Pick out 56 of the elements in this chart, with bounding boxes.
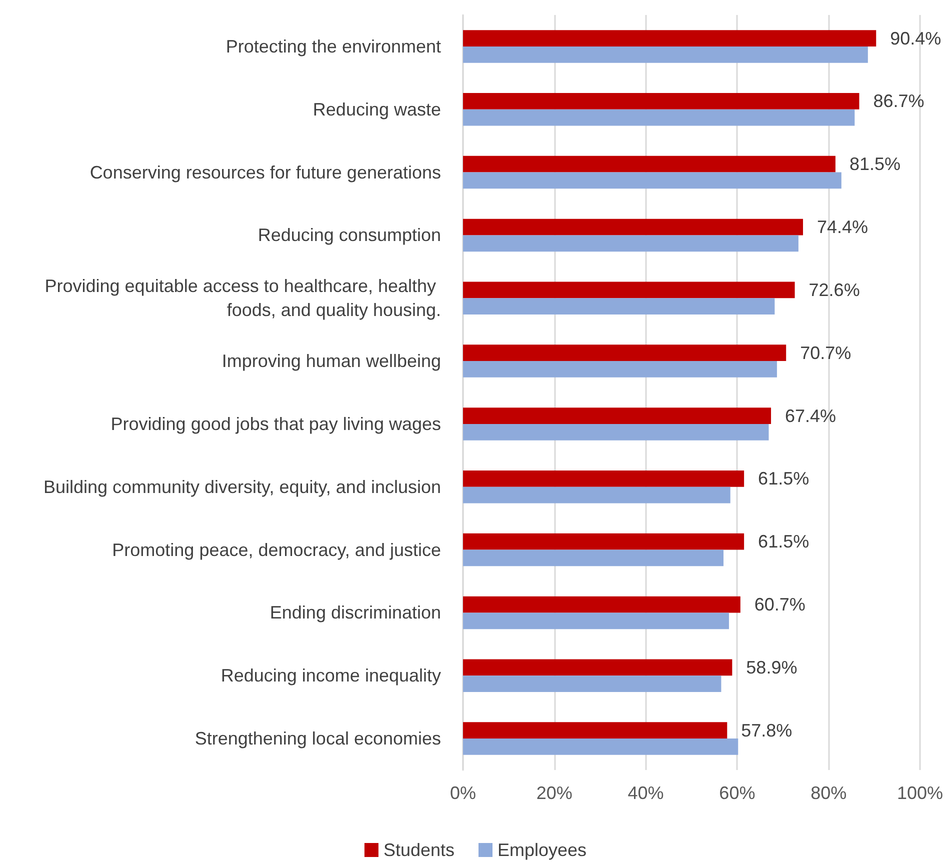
bar: [463, 344, 786, 362]
data-label: 74.4%: [817, 217, 868, 238]
y-tick-label: Reducing consumption: [258, 225, 441, 246]
y-tick-label: Strengthening local economies: [194, 728, 441, 749]
bar: [463, 361, 777, 378]
data-label: 72.6%: [808, 280, 860, 300]
x-tick-label: 20%: [536, 783, 572, 803]
bar: [463, 235, 798, 252]
bar: [463, 738, 738, 755]
y-tick-label: Providing good jobs that pay living wages: [110, 414, 441, 434]
bar: [463, 676, 722, 692]
bar: [463, 172, 842, 189]
bar: [463, 533, 744, 550]
data-label: 81.5%: [849, 154, 900, 174]
y-tick-label: Improving human wellbeing: [222, 351, 441, 372]
bar: [463, 156, 836, 172]
x-tick-label: 60%: [719, 783, 756, 803]
x-tick-label: 80%: [810, 783, 847, 803]
bar: [463, 550, 724, 566]
data-label: 61.5%: [758, 532, 810, 552]
bar: [463, 218, 804, 236]
y-tick-label: Reducing income inequality: [220, 666, 441, 686]
bar: [463, 659, 732, 676]
bar: [463, 298, 775, 314]
y-tick-label: Ending discrimination: [270, 602, 441, 623]
bar: [463, 470, 744, 487]
bar: [463, 46, 868, 63]
data-label: 70.7%: [800, 342, 852, 363]
bar: [463, 486, 730, 504]
data-label: 60.7%: [754, 594, 806, 615]
bar: [463, 30, 876, 46]
y-tick-label: Protecting the environment: [226, 36, 441, 56]
data-label: 57.8%: [741, 720, 792, 740]
legend-label: Students: [383, 840, 455, 860]
x-tick-label: 100%: [896, 783, 944, 803]
bar: [463, 408, 772, 424]
y-tick-label: Conserving resources for future generations: [90, 162, 441, 182]
y-tick-label: Reducing waste: [312, 99, 441, 120]
data-label: 67.4%: [785, 406, 836, 426]
bar: [463, 722, 728, 739]
y-tick-label: Providing equitable access to healthcare, healthy foods, and quality housing.: [44, 276, 441, 320]
bar: [463, 612, 729, 630]
bar: [463, 109, 855, 126]
x-tick-label: 0%: [450, 783, 476, 803]
bar: [463, 93, 860, 110]
data-label: 58.9%: [746, 657, 798, 678]
y-tick-label: Promoting peace, democracy, and justice: [112, 540, 441, 560]
bar: [463, 282, 795, 298]
data-label: 61.5%: [758, 468, 810, 489]
data-label: 90.4%: [890, 28, 942, 48]
bar: [463, 596, 740, 613]
bar: [463, 424, 769, 440]
x-tick-label: 40%: [628, 783, 664, 803]
data-label: 86.7%: [873, 91, 924, 112]
legend-label: Employees: [498, 840, 587, 860]
y-tick-label: Building community diversity, equity, and inclusion: [43, 476, 441, 497]
